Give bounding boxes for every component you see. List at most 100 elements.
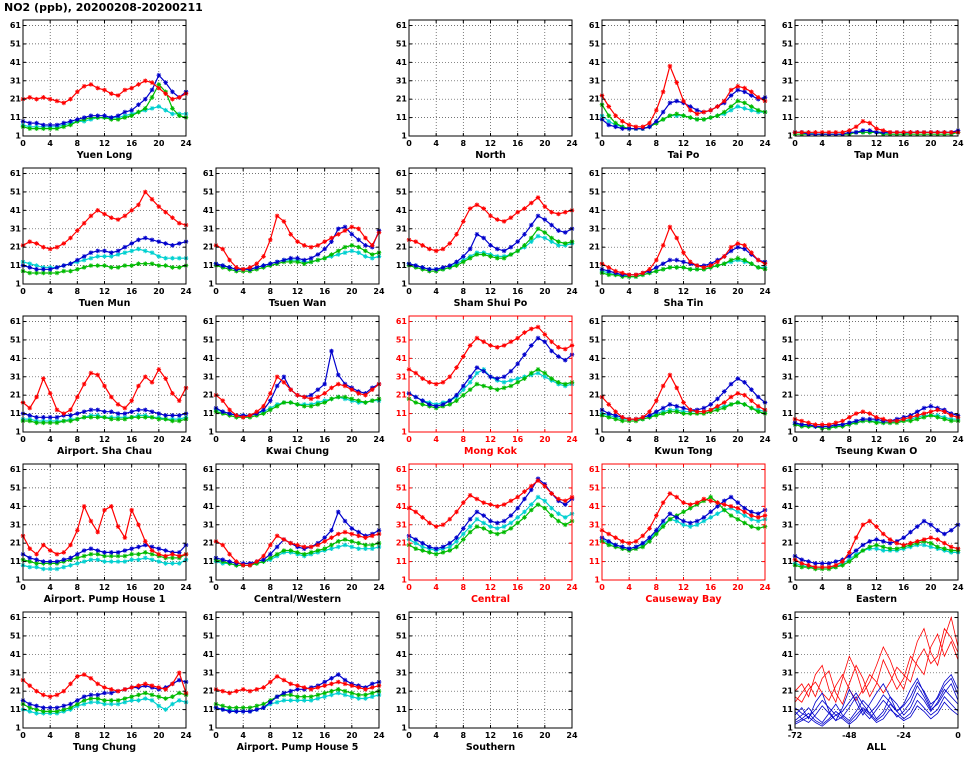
x-tick-label: -48 xyxy=(842,731,857,740)
y-tick-label: 61 xyxy=(10,317,22,326)
chart-title: Central/Western xyxy=(254,594,341,605)
y-tick-label: 61 xyxy=(782,465,794,474)
y-tick-label: 11 xyxy=(203,409,215,418)
y-tick-label: 31 xyxy=(396,372,408,381)
x-tick-label: 24 xyxy=(952,139,964,148)
y-tick-label: 61 xyxy=(203,613,215,622)
x-tick-label: 4 xyxy=(433,731,439,740)
x-tick-label: 12 xyxy=(485,583,496,592)
x-tick-label: 12 xyxy=(871,139,882,148)
y-tick-label: 1 xyxy=(594,132,600,141)
y-tick-label: 51 xyxy=(10,187,22,196)
chart-tung-chung: 1 11 21 31 41 51 61 0 4 8 12 16 20 24 Tung Chung xyxy=(0,606,193,754)
x-tick-label: 20 xyxy=(153,139,165,148)
x-tick-label: 20 xyxy=(153,287,165,296)
y-tick-label: 1 xyxy=(208,576,214,585)
x-tick-label: 12 xyxy=(678,139,689,148)
y-tick-label: 1 xyxy=(15,280,21,289)
x-tick-label: 12 xyxy=(99,583,110,592)
x-tick-label: 16 xyxy=(512,435,524,444)
chart-tai-po: 1 11 21 31 41 51 61 0 4 8 12 16 20 24 Tai Po xyxy=(579,14,772,162)
y-tick-label: 31 xyxy=(10,668,22,677)
y-tick-label: 51 xyxy=(589,335,601,344)
x-tick-label: 0 xyxy=(406,435,412,444)
x-tick-label: 20 xyxy=(925,139,937,148)
x-tick-label: 0 xyxy=(20,435,26,444)
x-tick-label: 8 xyxy=(847,435,853,444)
y-tick-label: 41 xyxy=(10,354,22,363)
x-tick-label: 16 xyxy=(126,731,138,740)
x-tick-label: 24 xyxy=(566,731,578,740)
x-tick-label: 16 xyxy=(319,435,331,444)
x-tick-label: 8 xyxy=(847,583,853,592)
y-tick-label: 41 xyxy=(396,502,408,511)
x-tick-label: 4 xyxy=(47,435,53,444)
y-tick-label: 21 xyxy=(10,539,22,548)
series-line-blue-2 xyxy=(794,688,959,724)
y-tick-label: 51 xyxy=(203,335,215,344)
x-tick-label: 8 xyxy=(461,731,467,740)
series-line-blue-4 xyxy=(794,696,959,725)
series-markers-blue xyxy=(213,348,382,418)
x-tick-label: 12 xyxy=(99,139,110,148)
series-line-red xyxy=(408,196,573,252)
y-tick-label: 11 xyxy=(396,261,408,270)
x-tick-label: 8 xyxy=(268,583,274,592)
series-markers-green xyxy=(20,415,189,426)
x-tick-label: 0 xyxy=(599,435,605,444)
x-tick-label: 24 xyxy=(180,139,192,148)
x-tick-label: 16 xyxy=(126,583,138,592)
x-tick-label: 4 xyxy=(819,583,825,592)
x-tick-label: 20 xyxy=(539,731,551,740)
y-tick-label: 1 xyxy=(208,428,214,437)
y-tick-label: 61 xyxy=(203,465,215,474)
x-tick-label: 0 xyxy=(20,287,26,296)
chart-southern: 1 11 21 31 41 51 61 0 4 8 12 16 20 24 Southern xyxy=(386,606,579,754)
chart-tap-mun: 1 11 21 31 41 51 61 0 4 8 12 16 20 24 Tap Mun xyxy=(772,14,965,162)
x-tick-label: 4 xyxy=(47,139,53,148)
y-tick-label: 1 xyxy=(208,724,214,733)
y-tick-label: 31 xyxy=(203,224,215,233)
chart-grid: 1 11 21 31 41 51 61 0 4 8 12 16 20 24 Yuen Long 1 11 21 31… xyxy=(0,14,965,754)
y-tick-label: 51 xyxy=(782,631,794,640)
chart-title: Causeway Bay xyxy=(645,594,722,605)
x-tick-label: 12 xyxy=(485,287,496,296)
x-tick-label: 8 xyxy=(75,435,81,444)
y-tick-label: 21 xyxy=(589,391,601,400)
y-tick-label: 21 xyxy=(10,243,22,252)
x-tick-label: 8 xyxy=(654,139,660,148)
chart-title: Tung Chung xyxy=(73,742,136,753)
x-tick-label: 4 xyxy=(433,583,439,592)
x-tick-label: 12 xyxy=(678,287,689,296)
x-tick-label: 4 xyxy=(240,731,246,740)
x-tick-label: 8 xyxy=(268,731,274,740)
y-tick-label: 61 xyxy=(396,613,408,622)
y-tick-label: 1 xyxy=(401,132,407,141)
y-tick-label: 21 xyxy=(396,95,408,104)
y-tick-label: 21 xyxy=(589,539,601,548)
chart-title: Central xyxy=(471,594,510,605)
y-tick-label: 31 xyxy=(10,76,22,85)
x-tick-label: 4 xyxy=(240,435,246,444)
chart-title: Tai Po xyxy=(668,150,700,161)
x-tick-label: 4 xyxy=(626,583,632,592)
y-tick-label: 21 xyxy=(782,539,794,548)
x-tick-label: 24 xyxy=(759,435,771,444)
y-tick-label: 51 xyxy=(203,483,215,492)
y-tick-label: 41 xyxy=(396,354,408,363)
y-tick-label: 41 xyxy=(589,58,601,67)
chart-title: Airport. Pump House 1 xyxy=(44,594,166,605)
y-tick-label: 1 xyxy=(401,428,407,437)
y-tick-label: 41 xyxy=(203,206,215,215)
x-tick-label: 0 xyxy=(213,583,219,592)
y-tick-label: 21 xyxy=(589,243,601,252)
chart-title: Tsuen Wan xyxy=(269,298,327,309)
x-tick-label: 0 xyxy=(406,731,412,740)
x-tick-label: 12 xyxy=(485,435,496,444)
x-tick-label: 16 xyxy=(319,583,331,592)
chart-airport-pump-house-5: 1 11 21 31 41 51 61 0 4 8 12 16 20 24 Airport. Pump Ho… xyxy=(193,606,386,754)
y-tick-label: 61 xyxy=(782,21,794,30)
